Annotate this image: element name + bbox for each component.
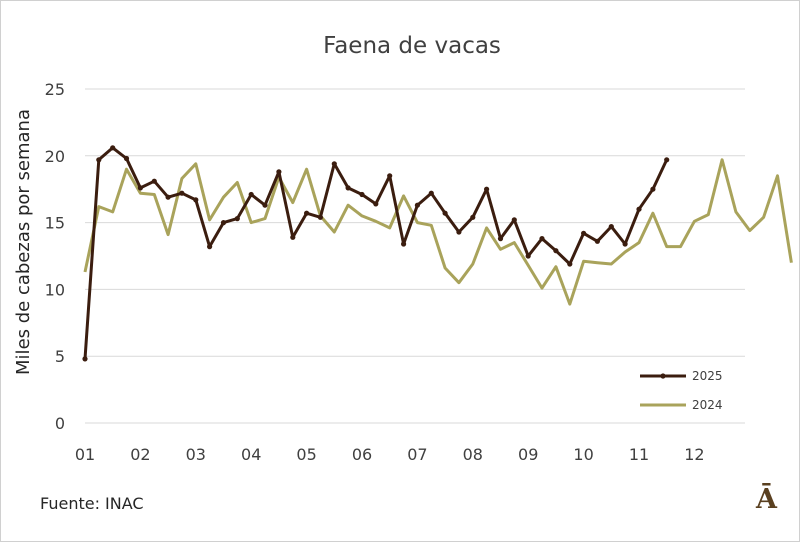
point-2025-16 [304, 210, 310, 216]
x-tick-label-09: 09 [518, 445, 538, 464]
y-tick-label-5: 5 [55, 347, 65, 366]
legend-2024-label: 2024 [692, 398, 723, 412]
point-2025-38 [608, 224, 614, 230]
point-2025-37 [594, 238, 601, 244]
brand-logo: Ā [756, 484, 777, 515]
point-2025-5 [151, 178, 157, 184]
y-tick-label-10: 10 [45, 280, 65, 299]
gridlines [85, 88, 745, 424]
y-axis-label: Miles de cabezas por semana [13, 109, 34, 375]
y-tick-label-15: 15 [45, 214, 65, 233]
series-line-2025 [83, 146, 669, 360]
x-tick-label-03: 03 [186, 445, 206, 464]
point-2025-17 [317, 214, 323, 220]
point-2025-22 [387, 173, 393, 179]
point-2025-35 [567, 261, 573, 267]
point-2025-3 [123, 155, 130, 162]
point-2025-36 [581, 230, 587, 236]
point-2025-39 [622, 241, 628, 247]
point-2025-10 [220, 220, 227, 226]
x-tick-label-07: 07 [407, 445, 427, 464]
point-2025-30 [497, 236, 504, 242]
point-2025-28 [470, 214, 476, 220]
x-tick-label-01: 01 [75, 445, 95, 464]
y-tick-label-25: 25 [45, 80, 65, 99]
point-2025-27 [456, 229, 462, 235]
x-tick-label-02: 02 [130, 445, 150, 464]
point-2025-11 [234, 216, 240, 222]
point-2025-0 [82, 356, 88, 362]
legend-2025-marker [660, 373, 666, 379]
point-2025-2 [110, 145, 116, 151]
point-2025-25 [428, 190, 434, 196]
point-2025-9 [207, 244, 213, 250]
x-tick-label-11: 11 [629, 445, 649, 464]
point-2025-23 [401, 241, 407, 247]
source-note: Fuente: INAC [40, 494, 144, 513]
point-2025-15 [290, 234, 296, 240]
point-2025-42 [664, 157, 670, 163]
legend: 2025 2024 [640, 369, 723, 412]
x-tick-label-08: 08 [463, 445, 483, 464]
series-line-2024 [83, 158, 793, 306]
point-2025-26 [442, 210, 448, 216]
point-2025-29 [484, 186, 490, 192]
x-tick-label-06: 06 [352, 445, 372, 464]
point-2025-20 [359, 191, 365, 198]
point-2025-31 [511, 217, 517, 223]
series-lines [82, 145, 793, 362]
point-2025-12 [248, 191, 254, 198]
x-tick-label-12: 12 [684, 445, 704, 464]
x-tick-labels: 01 02 03 04 05 06 07 08 09 10 11 12 [75, 445, 705, 464]
x-tick-label-10: 10 [573, 445, 593, 464]
chart-title: Faena de vacas [323, 33, 501, 59]
point-2025-19 [345, 185, 351, 191]
point-2025-40 [636, 206, 642, 212]
point-2025-32 [525, 253, 531, 259]
point-2025-24 [414, 202, 420, 208]
y-tick-label-0: 0 [55, 414, 65, 433]
point-2025-6 [165, 194, 171, 200]
y-tick-label-20: 20 [45, 147, 65, 166]
x-tick-label-05: 05 [296, 445, 316, 464]
point-2025-33 [539, 236, 545, 242]
point-2025-21 [373, 201, 379, 207]
point-2025-18 [331, 161, 337, 167]
point-2025-7 [179, 190, 185, 196]
x-tick-label-04: 04 [241, 445, 261, 464]
point-2025-1 [96, 157, 102, 163]
point-2025-4 [137, 185, 143, 191]
legend-2025-label: 2025 [692, 369, 723, 383]
point-2025-8 [193, 197, 199, 203]
point-2025-13 [262, 202, 268, 208]
point-2025-14 [276, 169, 282, 175]
y-tick-labels: 0 5 10 15 20 25 [45, 80, 65, 433]
point-2025-41 [650, 186, 656, 192]
point-2025-34 [553, 248, 559, 254]
